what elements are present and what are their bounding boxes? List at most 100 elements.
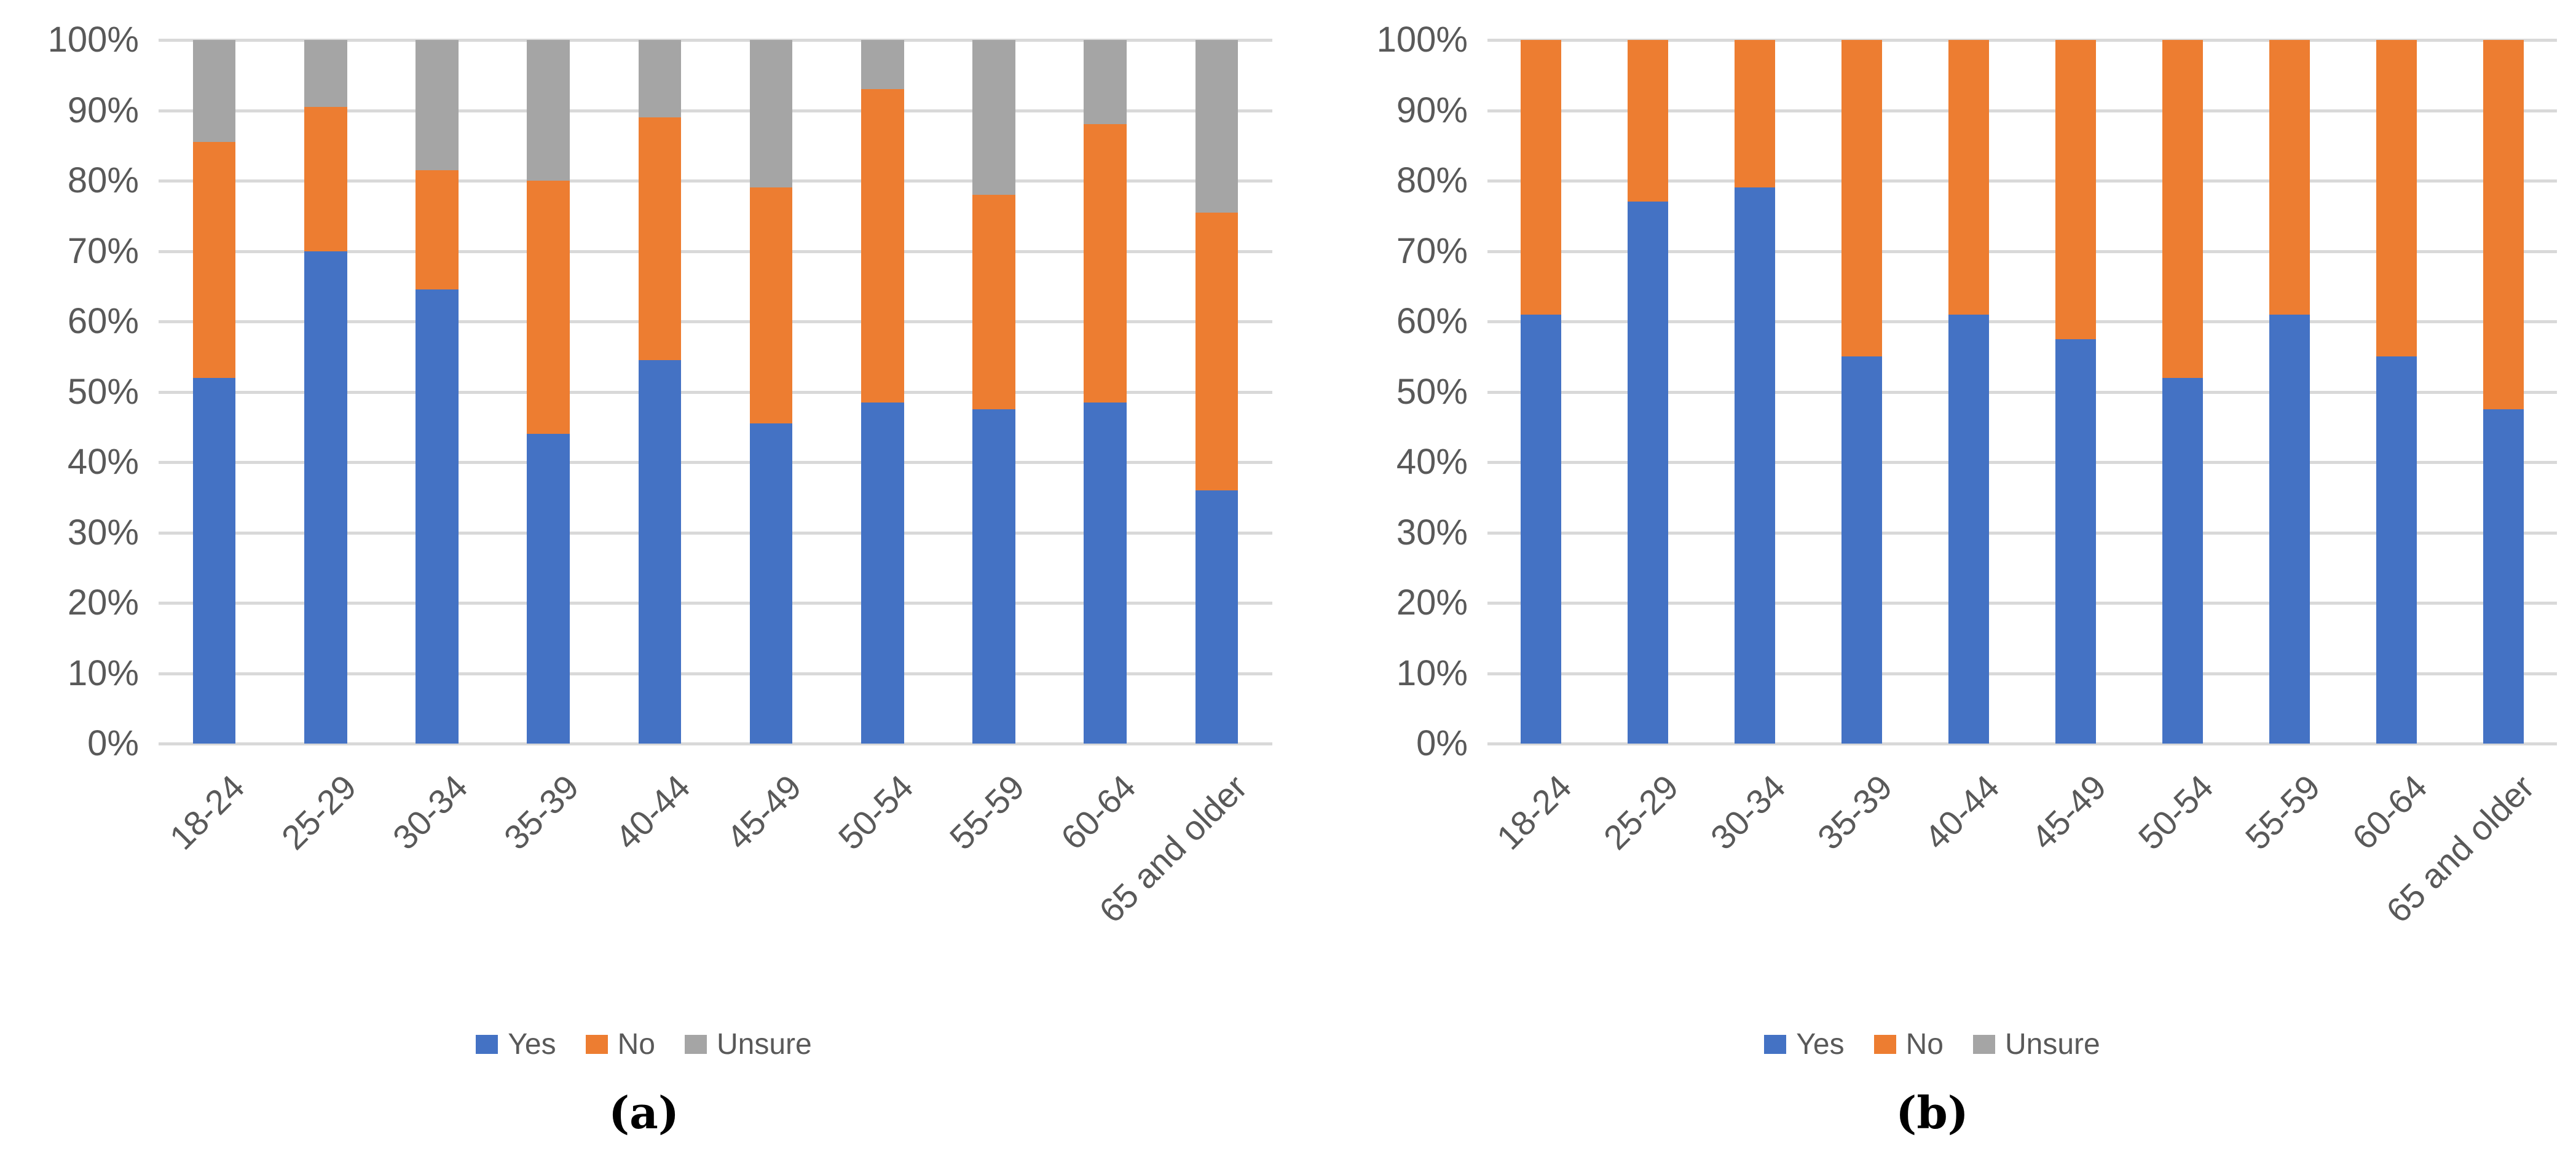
bar-segment-no bbox=[861, 89, 904, 403]
x-axis-label-text: 35-39 bbox=[496, 767, 586, 857]
y-tick-label: 50% bbox=[1396, 371, 1468, 412]
bar-segment-no bbox=[1084, 124, 1127, 403]
y-tick-label: 70% bbox=[1396, 230, 1468, 271]
legend-label-yes: Yes bbox=[508, 1028, 556, 1061]
gridline bbox=[159, 109, 1272, 112]
legend-item-unsure: Unsure bbox=[684, 1027, 812, 1061]
bar-segment-yes bbox=[638, 359, 682, 744]
y-tick-label: 0% bbox=[87, 723, 139, 763]
x-axis-label-text: 40-44 bbox=[607, 767, 698, 857]
legend-item-yes: Yes bbox=[1764, 1027, 1845, 1061]
y-tick-label: 90% bbox=[67, 90, 139, 130]
x-axis-label-text: 18-24 bbox=[1489, 767, 1579, 857]
x-axis-label-text: 25-29 bbox=[274, 767, 364, 857]
x-axis-label-text: 45-49 bbox=[719, 767, 809, 857]
gridline bbox=[1487, 390, 2557, 394]
y-tick-label: 30% bbox=[67, 512, 139, 552]
legend-swatch-yes bbox=[1764, 1035, 1787, 1054]
bar-segment-unsure bbox=[527, 40, 570, 181]
stacked-bar bbox=[2055, 40, 2097, 744]
stacked-bar bbox=[1948, 40, 1990, 744]
bar-segment-yes bbox=[527, 434, 570, 744]
gridline bbox=[159, 461, 1272, 464]
x-axis-label-text: 35-39 bbox=[1810, 767, 1900, 857]
legend-label-no: No bbox=[1905, 1028, 1944, 1061]
bar-segment-yes bbox=[1948, 314, 1990, 744]
legend-swatch-unsure bbox=[684, 1035, 707, 1054]
bar-segment-yes bbox=[1627, 202, 1669, 744]
chart-a-legend: Yes No Unsure bbox=[0, 1027, 1288, 1061]
bar-segment-no bbox=[749, 187, 793, 424]
stacked-bar bbox=[192, 40, 236, 744]
bar-segment-yes bbox=[1195, 490, 1239, 744]
chart-b-plot-area bbox=[1487, 39, 2557, 745]
bar-segment-unsure bbox=[638, 40, 682, 117]
x-axis-label-text: 55-59 bbox=[2237, 767, 2328, 857]
y-tick-label: 80% bbox=[1396, 160, 1468, 200]
y-tick-label: 10% bbox=[67, 653, 139, 693]
gridline bbox=[1487, 531, 2557, 535]
y-tick-label: 60% bbox=[1396, 301, 1468, 341]
bar-segment-yes bbox=[416, 289, 459, 744]
x-axis-label-text: 50-54 bbox=[2130, 767, 2221, 857]
y-tick-label: 30% bbox=[1396, 512, 1468, 552]
x-axis-label-text: 30-34 bbox=[385, 767, 475, 857]
chart-b-y-axis: 0% 10% 20% 30% 40% 50% 60% 70% 80% 90% 100% bbox=[1288, 20, 1468, 763]
gridline bbox=[159, 320, 1272, 323]
legend-swatch-unsure bbox=[1972, 1035, 1995, 1054]
gridline bbox=[1487, 602, 2557, 605]
legend-item-no: No bbox=[1873, 1027, 1944, 1061]
bar-segment-yes bbox=[1841, 356, 1883, 744]
stacked-bar bbox=[2162, 40, 2204, 744]
bar-segment-no bbox=[1948, 40, 1990, 315]
bar-segment-no bbox=[1734, 40, 1776, 188]
stacked-bar bbox=[1084, 40, 1127, 744]
stacked-bar bbox=[1627, 40, 1669, 744]
bar-segment-yes bbox=[972, 409, 1015, 744]
bar-segment-yes bbox=[2055, 339, 2097, 744]
bar-segment-yes bbox=[2162, 377, 2204, 744]
x-axis-label-text: 45-49 bbox=[2023, 767, 2114, 857]
y-tick-label: 60% bbox=[67, 301, 139, 341]
bar-segment-unsure bbox=[1195, 40, 1239, 213]
legend-swatch-no bbox=[1873, 1035, 1896, 1054]
bar-segment-no bbox=[1195, 212, 1239, 490]
bar-segment-unsure bbox=[416, 40, 459, 170]
bar-segment-no bbox=[1841, 40, 1883, 357]
legend-label-unsure: Unsure bbox=[716, 1028, 812, 1061]
bar-segment-yes bbox=[304, 251, 347, 744]
legend-item-yes: Yes bbox=[476, 1027, 556, 1061]
bar-segment-no bbox=[638, 117, 682, 360]
bar-segment-unsure bbox=[1084, 40, 1127, 125]
bar-segment-unsure bbox=[749, 40, 793, 188]
stacked-bar bbox=[304, 40, 347, 744]
gridline bbox=[1487, 320, 2557, 323]
bar-segment-yes bbox=[2269, 314, 2310, 744]
bar-segment-unsure bbox=[192, 40, 236, 143]
legend-label-no: No bbox=[617, 1028, 655, 1061]
gridline bbox=[159, 390, 1272, 394]
stacked-bar bbox=[1734, 40, 1776, 744]
bar-segment-yes bbox=[1520, 314, 1562, 744]
gridline bbox=[1487, 39, 2557, 42]
y-tick-label: 80% bbox=[67, 160, 139, 200]
bar-segment-unsure bbox=[861, 40, 904, 90]
bar-segment-no bbox=[2269, 40, 2310, 315]
stacked-bar bbox=[1195, 40, 1239, 744]
gridline bbox=[159, 39, 1272, 42]
legend-item-no: No bbox=[585, 1027, 655, 1061]
y-tick-label: 70% bbox=[67, 230, 139, 271]
stacked-bar bbox=[416, 40, 459, 744]
legend-swatch-yes bbox=[476, 1035, 498, 1054]
stacked-bar bbox=[1841, 40, 1883, 744]
gridline bbox=[1487, 672, 2557, 675]
y-tick-label: 90% bbox=[1396, 90, 1468, 130]
stacked-bar bbox=[972, 40, 1015, 744]
bar-segment-no bbox=[2376, 40, 2417, 357]
chart-b-x-axis: 18-24 25-29 30-34 35-39 40-44 45-49 50-54 55-59… bbox=[1487, 744, 2557, 1026]
x-axis-label-text: 40-44 bbox=[1916, 767, 2007, 857]
legend-label-yes: Yes bbox=[1796, 1028, 1845, 1061]
chart-a-x-axis: 18-24 25-29 30-34 35-39 40-44 45-49 50-54 55-59… bbox=[159, 744, 1272, 1026]
bar-segment-no bbox=[1520, 40, 1562, 315]
stacked-bar bbox=[2376, 40, 2417, 744]
